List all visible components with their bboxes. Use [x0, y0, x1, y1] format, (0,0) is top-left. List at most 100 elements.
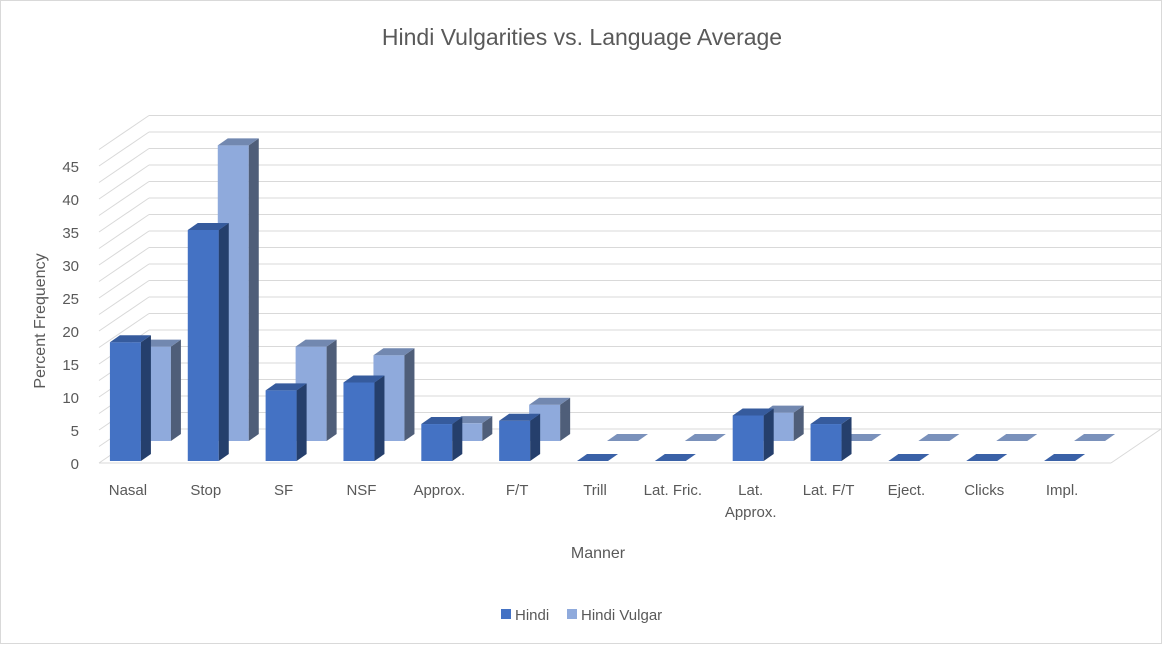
bar-top: [343, 375, 385, 383]
y-tick-label: 20: [62, 324, 79, 341]
x-tick-label: Lat. F/T: [803, 482, 855, 499]
gridline-side: [98, 247, 150, 282]
bar-front: [810, 424, 842, 461]
x-tick-label: Nasal: [109, 482, 147, 499]
bar-top: [732, 408, 774, 416]
gridline-side: [98, 131, 150, 167]
bar-front: [499, 420, 531, 461]
x-tick-label: Trill: [583, 482, 607, 499]
bar-top: [918, 434, 960, 441]
y-tick-label: 5: [71, 423, 79, 440]
bar-top: [996, 434, 1038, 441]
x-tick-label: SF: [274, 482, 293, 499]
gridline-side: [98, 280, 150, 315]
bar-top: [109, 335, 151, 343]
bar-top: [1074, 434, 1116, 441]
bar-side: [841, 417, 852, 461]
bar-top: [577, 454, 618, 461]
bar-hindi: [343, 375, 385, 461]
gridline-side: [98, 230, 150, 266]
bar-hindi: [109, 335, 151, 461]
bar-side: [140, 335, 151, 461]
bar-side: [482, 416, 493, 441]
bar-top: [654, 454, 696, 461]
bar-side: [452, 417, 463, 461]
bar-side: [560, 397, 571, 441]
y-tick-label: 45: [62, 159, 79, 176]
x-tick-label: Clicks: [964, 482, 1004, 499]
floor-right-edge: [1110, 428, 1162, 464]
gridline-side: [98, 181, 150, 216]
bar-top: [217, 138, 259, 146]
gridline-side: [98, 115, 150, 150]
bar-top: [295, 339, 337, 347]
bar-hindi: [888, 454, 930, 461]
bar-top: [421, 417, 463, 425]
bar-hindi-vulgar: [996, 434, 1038, 441]
bar-top: [187, 223, 229, 230]
bar-side: [793, 405, 804, 441]
legend-label: Hindi Vulgar: [581, 607, 662, 624]
bar-hindi: [577, 454, 618, 461]
gridline-side: [98, 164, 150, 200]
bar-hindi-vulgar: [684, 434, 726, 441]
bar-hindi-vulgar: [607, 434, 648, 441]
legend-swatch: [567, 609, 577, 619]
x-tick-label: Impl.: [1046, 482, 1079, 499]
x-axis-ticks: Nasal Stop SF NSF Approx. F/T Trill Lat. Fric. L…: [109, 482, 1079, 521]
y-axis-ticks: 0 5 10 15 20 25 30 35 40 45: [62, 159, 79, 473]
bar-side: [326, 339, 337, 441]
bar-side: [374, 375, 385, 461]
bar-side: [296, 383, 307, 461]
bar-front: [109, 342, 141, 461]
bar-side: [763, 408, 774, 461]
bar-top: [265, 383, 307, 391]
bar-top: [1044, 454, 1086, 461]
y-tick-label: 40: [62, 192, 79, 209]
bar-hindi: [187, 223, 229, 461]
legend: Hindi Hindi Vulgar: [501, 607, 662, 624]
x-tick-label: Approx.: [413, 482, 465, 499]
bar-side: [404, 348, 415, 441]
legend-swatch: [501, 609, 511, 619]
bar-front: [265, 390, 297, 461]
y-axis-label: Percent Frequency: [32, 253, 49, 388]
x-tick-label: NSF: [346, 482, 376, 499]
bar-hindi: [265, 383, 307, 461]
bar-top: [529, 397, 571, 405]
bar-top: [607, 434, 648, 441]
bar-side: [248, 138, 259, 441]
chart-title: Hindi Vulgarities vs. Language Average: [382, 24, 782, 50]
bar-front: [732, 415, 764, 461]
legend-label: Hindi: [515, 607, 549, 624]
bar-front: [343, 382, 375, 461]
bar-top: [373, 348, 415, 356]
gridline-side: [98, 214, 150, 249]
bar-front: [187, 230, 219, 461]
bar-side: [170, 339, 181, 441]
x-tick-label: Eject.: [888, 482, 926, 499]
x-tick-label: Lat. Fric.: [644, 482, 702, 499]
bar-front: [421, 424, 453, 461]
bar-top: [684, 434, 726, 441]
bar-top: [888, 454, 930, 461]
y-tick-label: 25: [62, 291, 79, 308]
bar-hindi: [732, 408, 774, 461]
bar-top: [810, 417, 852, 425]
gridline-side: [98, 313, 150, 348]
bar-hindi-vulgar: [373, 348, 415, 441]
bars: [109, 138, 1116, 461]
gridline-side: [98, 263, 150, 299]
gridline-side: [98, 148, 150, 183]
x-tick-label: Stop: [190, 482, 221, 499]
y-tick-label: 35: [62, 225, 79, 242]
x-axis-label: Manner: [571, 545, 626, 562]
bar-hindi: [966, 454, 1008, 461]
y-tick-label: 15: [62, 357, 79, 374]
bar-hindi-vulgar: [1074, 434, 1116, 441]
x-tick-label: Lat. Approx.: [725, 482, 777, 521]
x-tick-label: F/T: [506, 482, 529, 499]
bar-side: [218, 223, 229, 461]
